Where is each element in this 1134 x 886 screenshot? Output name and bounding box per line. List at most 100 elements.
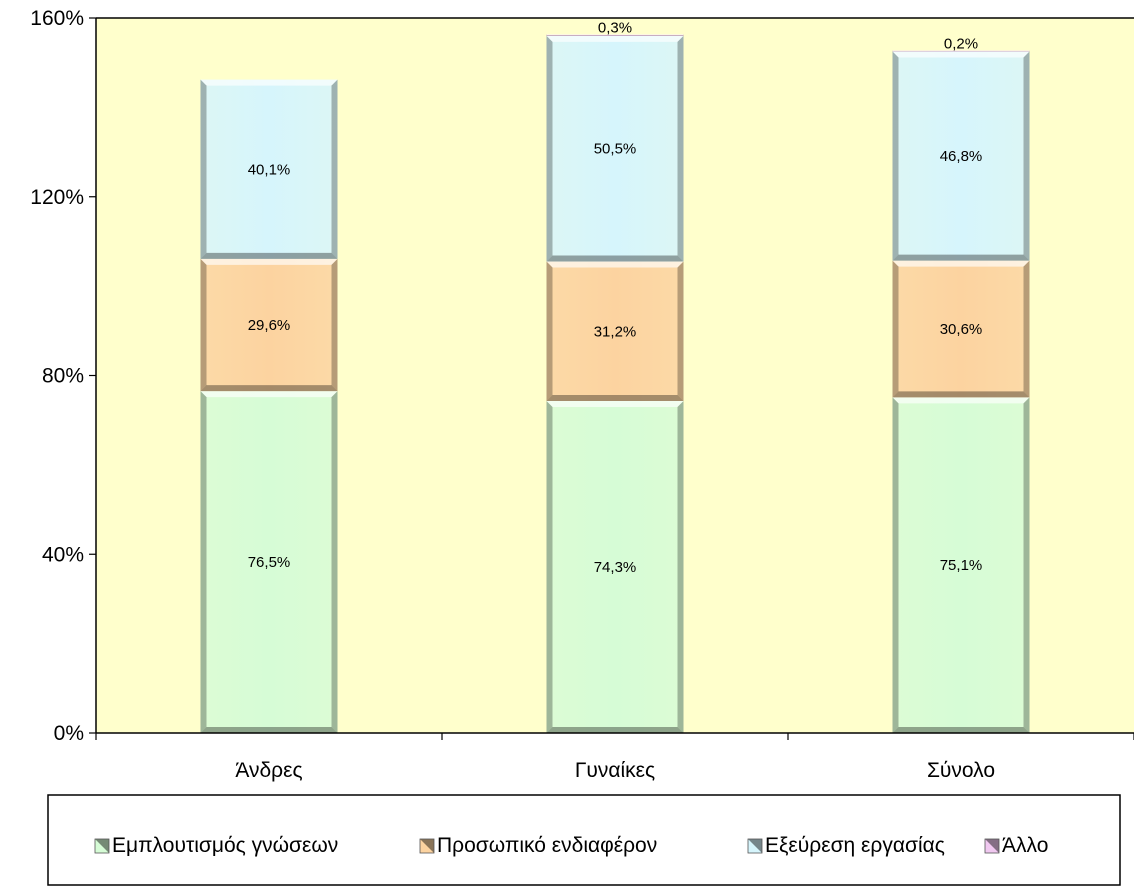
bar-bevel-bottom (200, 727, 338, 733)
bar-bevel-top (200, 258, 338, 265)
bar-segment-4-2 (546, 34, 684, 36)
bar-bevel-top (892, 260, 1030, 267)
bar (546, 35, 684, 262)
bar-bevel-left (892, 260, 899, 398)
bar-bevel-bottom (546, 394, 684, 401)
bar (892, 397, 1030, 733)
data-label: 0,3% (598, 20, 632, 37)
y-tick-label: 40% (42, 543, 84, 566)
bar-bevel-top (200, 79, 338, 86)
x-tick-label: Σύνολο (927, 759, 995, 782)
data-label: 40,1% (248, 161, 291, 178)
data-label: 76,5% (248, 554, 291, 571)
data-label: 46,8% (940, 148, 983, 165)
legend-swatch-border (984, 838, 1000, 854)
y-tick-label: 0% (54, 722, 84, 745)
bar-bevel-top (546, 400, 684, 407)
bar-bevel-bottom (200, 385, 338, 392)
bar-segment-1-3 (892, 397, 1030, 733)
data-label: 30,6% (940, 321, 983, 338)
bar-bevel-right (677, 35, 684, 262)
legend-item: Προσωπικό ενδιαφέρον (419, 834, 657, 857)
bar-bevel-left (546, 35, 553, 262)
bar (546, 34, 684, 36)
legend-swatch (748, 839, 762, 853)
bar-bevel-right (331, 79, 338, 259)
bar-bevel-left (200, 79, 207, 259)
data-label: 29,6% (248, 317, 291, 334)
bar-bevel-top (546, 35, 684, 42)
bar (200, 391, 338, 733)
legend-label: Άλλο (1002, 834, 1048, 857)
legend-swatch-shade (985, 839, 999, 853)
bar-bevel-top (200, 391, 338, 398)
data-label: 31,2% (594, 323, 637, 340)
bar-bevel-right (1023, 260, 1030, 398)
legend-item: Εμπλουτισμός γνώσεων (94, 834, 338, 857)
bar-segment-2-1 (200, 258, 338, 392)
bar-segment-2-2 (546, 261, 684, 401)
legend-box (47, 794, 1121, 886)
x-tick-label: Άνδρες (235, 759, 302, 782)
legend-label: Εμπλουτισμός γνώσεων (112, 834, 338, 857)
bar-bevel-right (677, 261, 684, 401)
bar-bevel-bottom (200, 252, 338, 259)
legend-label: Προσωπικό ενδιαφέρον (437, 834, 657, 857)
data-label: 50,5% (594, 141, 637, 158)
legend-swatch (420, 839, 434, 853)
bar-segment-3-2 (546, 35, 684, 262)
bar (892, 260, 1030, 398)
legend-swatch-border (94, 838, 110, 854)
bar-segment-4-3 (892, 50, 1030, 52)
legend-label: Εξεύρεση εργασίας (765, 834, 945, 857)
data-labels-group: 76,5% 29,6% 40,1% 74,3% 31,2% 50,5% 0,3% 75,1% 3… (248, 20, 983, 576)
bar-bevel-top (892, 397, 1030, 404)
bar-bevel-bottom (892, 254, 1030, 261)
legend-swatch-shade (420, 839, 434, 853)
bar (546, 400, 684, 733)
bar-segment-1-2 (546, 400, 684, 733)
bar-bevel-left (892, 397, 899, 733)
bar-bevel-left (200, 391, 207, 733)
bar (546, 261, 684, 401)
bar-bevel-bottom (892, 727, 1030, 733)
bar-segment-3-1 (200, 79, 338, 259)
bar-bevel-bottom (892, 391, 1030, 398)
data-label: 74,3% (594, 559, 637, 576)
bar-bevel-left (200, 258, 207, 392)
x-tick-label: Γυναίκες (575, 759, 655, 782)
bar-bevel-bottom (546, 727, 684, 733)
bar (200, 79, 338, 259)
bar-bevel-left (546, 400, 553, 733)
legend-swatch-border (419, 838, 435, 854)
y-tick-label: 120% (30, 186, 84, 209)
axes-group: 0% 40% 80% 120% 160% Άνδρες Γυναίκες Σύνολο (30, 7, 1134, 782)
bars-group (200, 34, 1030, 733)
bar-bevel-right (1023, 51, 1030, 261)
bar-bevel-top (546, 261, 684, 268)
bar-bevel-left (892, 51, 899, 261)
legend-swatch-shade (95, 839, 109, 853)
legend-swatch (985, 839, 999, 853)
y-tick-label: 80% (42, 365, 84, 388)
legend-swatch-shade (748, 839, 762, 853)
data-label: 75,1% (940, 557, 983, 574)
legend-item: Άλλο (984, 834, 1048, 857)
bar-bevel-left (546, 261, 553, 401)
bar (200, 258, 338, 392)
bar-segment-1-1 (200, 391, 338, 733)
legend: Εμπλουτισμός γνώσεων Προσωπικό ενδιαφέρον… (47, 794, 1121, 886)
bar (892, 50, 1030, 52)
bar-segment-3-3 (892, 51, 1030, 261)
bar-bevel-right (331, 391, 338, 733)
legend-item: Εξεύρεση εργασίας (747, 834, 945, 857)
legend-swatch (95, 839, 109, 853)
legend-swatch-border (747, 838, 763, 854)
y-tick-label: 160% (30, 7, 84, 30)
data-label: 0,2% (944, 36, 978, 53)
bar-bevel-top (892, 51, 1030, 58)
bar-segment-2-3 (892, 260, 1030, 398)
bar-bevel-right (677, 400, 684, 733)
